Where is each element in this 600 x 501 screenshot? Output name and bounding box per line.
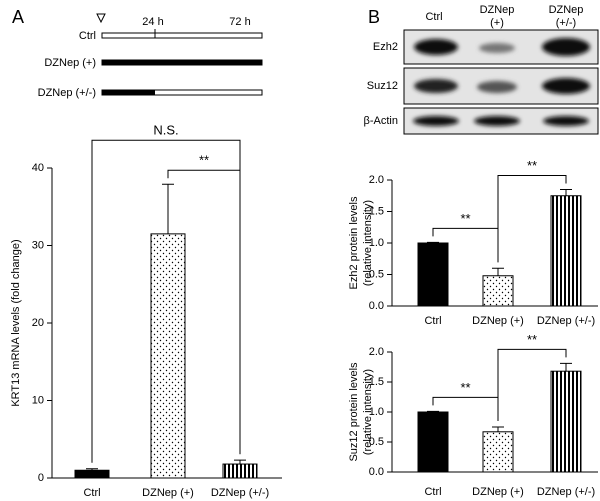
- significance-label: **: [199, 153, 209, 168]
- western-blot: Ctrl DZNep (+) DZNep (+/-) Ezh2 Suz12 β-…: [364, 4, 599, 135]
- error-bar: [492, 267, 504, 276]
- error-bar: [162, 183, 174, 234]
- bar: [74, 469, 110, 479]
- y-tick-label: 0.0: [369, 300, 384, 312]
- error-bar: [492, 426, 504, 432]
- row-label: DZNep (+): [44, 57, 96, 69]
- lane-label: (+): [490, 17, 504, 29]
- x-tick-label: DZNep (+/-): [211, 487, 269, 499]
- y-tick-label: 0.0: [369, 466, 384, 478]
- y-tick-label: 20: [32, 317, 44, 329]
- bands: [413, 38, 590, 126]
- band: [543, 116, 589, 126]
- y-axis-label: Suz12 protein levels: [348, 362, 360, 462]
- significance-label: **: [527, 158, 537, 173]
- y-tick-label: 0.5: [369, 436, 384, 448]
- bar: [550, 370, 582, 473]
- error-bar: [234, 459, 246, 465]
- y-tick-label: 1.5: [369, 376, 384, 388]
- bar: [550, 195, 582, 307]
- panel-label: B: [368, 7, 380, 27]
- band: [474, 116, 520, 126]
- x-tick-label: DZNep (+/-): [537, 315, 595, 327]
- time-label: 72 h: [229, 16, 250, 28]
- significance-label: **: [527, 332, 537, 347]
- band: [413, 116, 459, 126]
- significance-label: **: [460, 211, 470, 226]
- band: [542, 38, 590, 56]
- x-tick-label: Ctrl: [424, 315, 441, 327]
- bar: [482, 431, 514, 473]
- x-tick-label: DZNep (+): [472, 486, 524, 498]
- y-tick-label: 30: [32, 239, 44, 251]
- y-tick-label: 1.0: [369, 406, 384, 418]
- y-axis-label: (relative intensity): [362, 369, 374, 455]
- x-tick-label: Ctrl: [83, 487, 100, 499]
- treatment-bar: [101, 32, 263, 39]
- y-tick-label: 0: [38, 472, 44, 484]
- y-tick-label: 1.5: [369, 205, 384, 217]
- bar: [482, 275, 514, 307]
- x-tick-label: DZNep (+): [142, 487, 194, 499]
- lane-label: Ctrl: [425, 11, 442, 23]
- y-tick-label: 40: [32, 162, 44, 174]
- bar: [417, 411, 449, 473]
- lane-label: DZNep: [549, 4, 584, 16]
- timeline: 24 h 72 h Ctrl DZNep (+) DZNep (+/-): [38, 13, 263, 99]
- band: [414, 79, 458, 93]
- lane-label: DZNep: [480, 4, 515, 16]
- band: [479, 43, 515, 53]
- band: [477, 81, 517, 93]
- error-bar: [560, 362, 572, 372]
- significance-bracket: [91, 139, 241, 463]
- treatment-bar: [102, 90, 155, 95]
- row-label: DZNep (+/-): [38, 87, 96, 99]
- y-tick-label: 1.0: [369, 237, 384, 249]
- protein-label: β-Actin: [364, 115, 398, 127]
- band: [542, 78, 590, 94]
- significance-bracket: [497, 174, 567, 263]
- x-tick-label: Ctrl: [424, 486, 441, 498]
- lane-label: (+/-): [556, 17, 576, 29]
- x-tick-label: DZNep (+/-): [537, 486, 595, 498]
- bar: [417, 242, 449, 307]
- start-marker: [96, 13, 106, 24]
- y-tick-label: 0.5: [369, 268, 384, 280]
- significance-label: **: [460, 380, 470, 395]
- panel-label: A: [12, 7, 24, 27]
- error-bar: [560, 188, 572, 196]
- protein-label: Suz12: [367, 80, 398, 92]
- significance-bracket: [497, 348, 567, 421]
- bar: [222, 463, 258, 479]
- treatment-bar: [101, 59, 263, 66]
- y-tick-label: 2.0: [369, 174, 384, 186]
- significance-label: N.S.: [153, 123, 178, 138]
- y-axis-label: KRT13 mRNA levels (fold change): [10, 239, 22, 406]
- y-tick-label: 10: [32, 394, 44, 406]
- x-tick-label: DZNep (+): [472, 315, 524, 327]
- time-label: 24 h: [142, 16, 163, 28]
- y-axis-label: (relative intensity): [362, 200, 374, 286]
- protein-label: Ezh2: [373, 41, 398, 53]
- y-tick-label: 2.0: [369, 346, 384, 358]
- row-label: Ctrl: [79, 30, 96, 42]
- band: [414, 39, 458, 55]
- y-axis-label: Ezh2 protein levels: [348, 196, 360, 289]
- bar: [150, 233, 186, 479]
